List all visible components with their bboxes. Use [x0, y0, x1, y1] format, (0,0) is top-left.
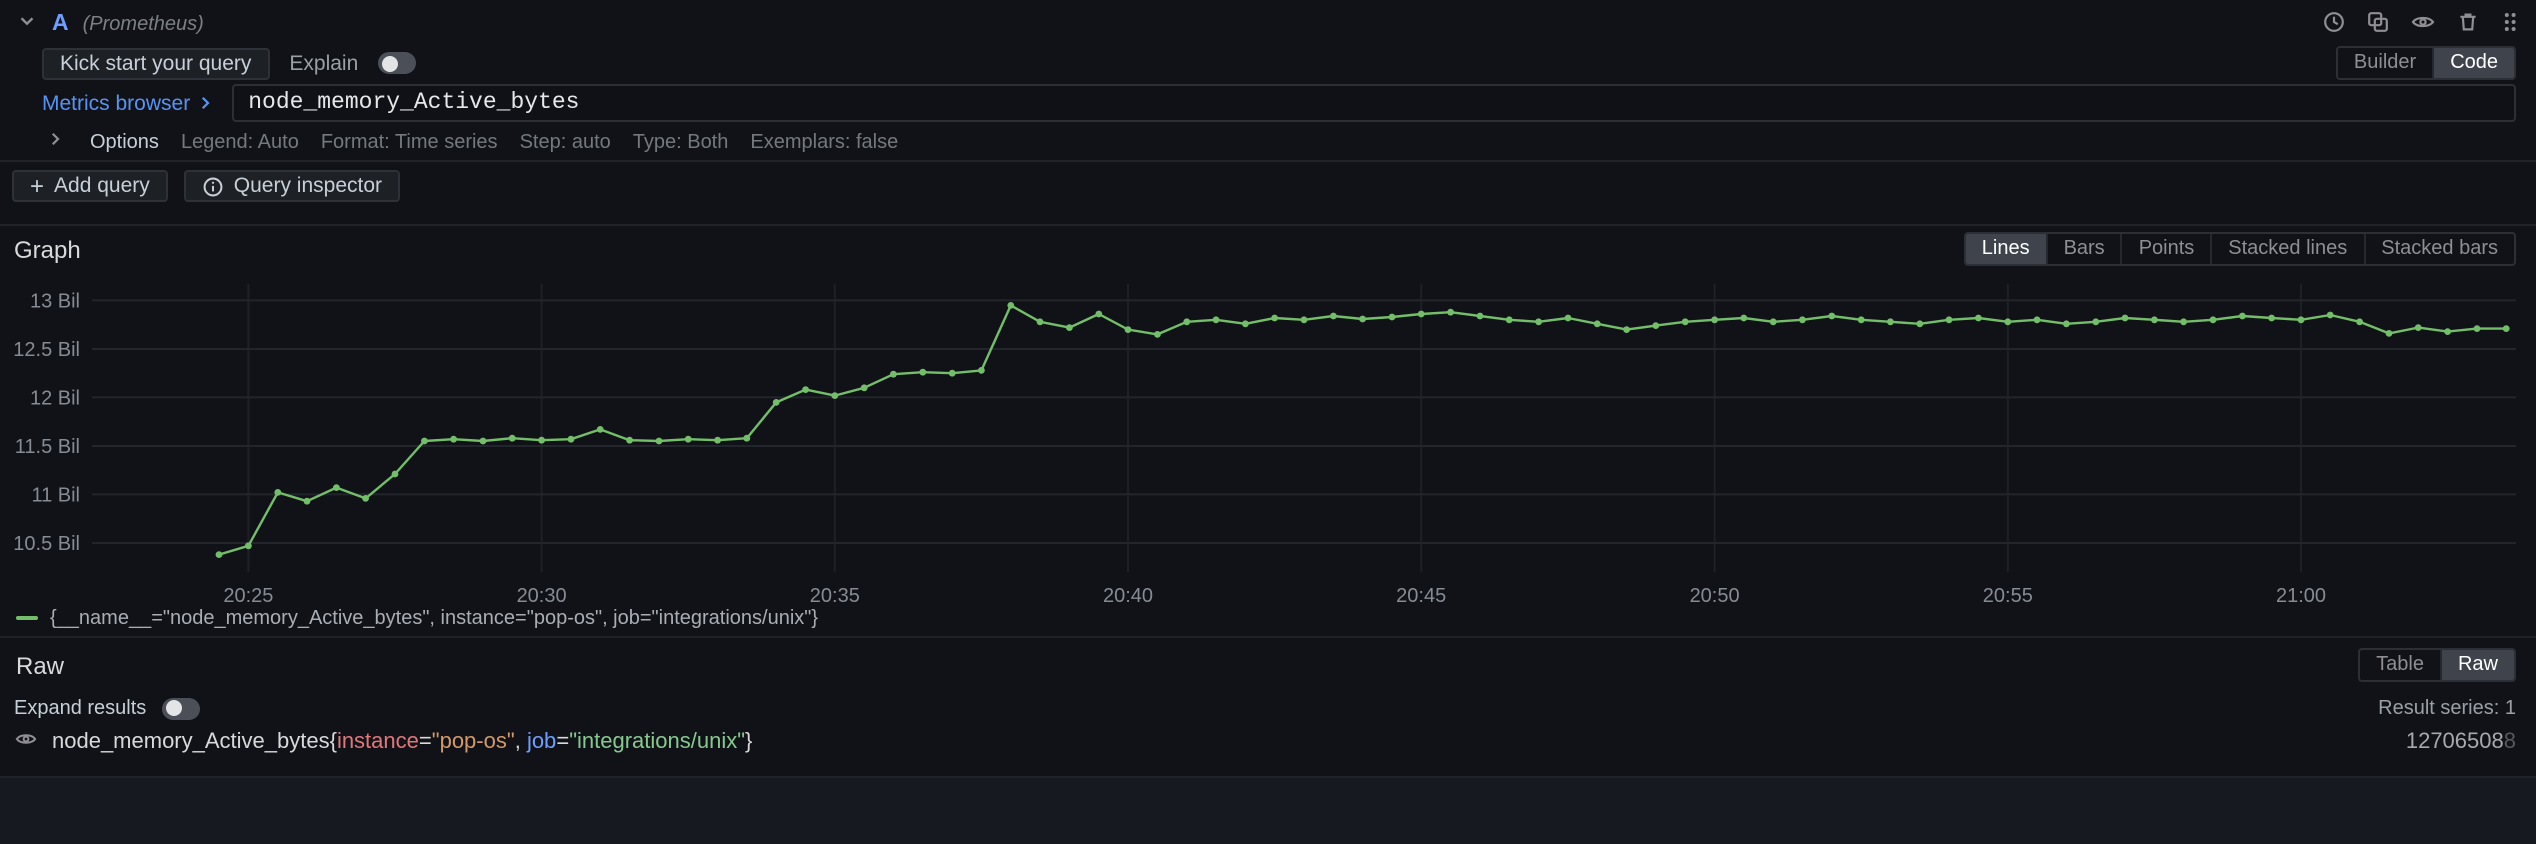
- raw-panel-header: Raw Table Raw: [16, 648, 2516, 682]
- query-toolbar: Kick start your query Explain Builder Co…: [42, 46, 2516, 80]
- mode-lines[interactable]: Lines: [1965, 234, 2046, 264]
- option-step: Step: auto: [519, 131, 611, 153]
- tab-table[interactable]: Table: [2376, 654, 2424, 676]
- copy-icon[interactable]: [2366, 9, 2390, 39]
- timeseries-chart[interactable]: 20:25 20:30 20:35 20:40 20:45 20:50 20:55 21:00…: [8, 268, 2528, 612]
- svg-text:20:50: 20:50: [1690, 585, 1740, 607]
- raw-view-switch: Table Raw: [2358, 648, 2516, 682]
- svg-text:11 Bil: 11 Bil: [31, 484, 80, 506]
- svg-text:10.5 Bil: 10.5 Bil: [13, 533, 80, 555]
- svg-text:12.5 Bil: 12.5 Bil: [13, 339, 80, 361]
- graph-panel-header: Graph Lines Bars Points Stacked lines St…: [14, 232, 2516, 266]
- divider: [0, 224, 2536, 226]
- option-format: Format: Time series: [320, 131, 498, 153]
- tab-raw[interactable]: Raw: [2439, 650, 2514, 680]
- query-field-row: Metrics browser node_memory_Active_bytes: [42, 84, 2516, 122]
- mode-stacked-lines[interactable]: Stacked lines: [2210, 234, 2363, 264]
- options-label[interactable]: Options: [90, 131, 159, 153]
- chevron-right-icon[interactable]: [46, 130, 64, 154]
- graph-title: Graph: [14, 235, 81, 263]
- actions-row: + Add query Query inspector: [12, 170, 401, 202]
- series-color-mark: [16, 616, 38, 620]
- drag-handle-icon[interactable]: [2500, 9, 2520, 39]
- svg-text:20:25: 20:25: [223, 585, 273, 607]
- editor-mode-switch: Builder Code: [2335, 46, 2516, 80]
- trash-icon[interactable]: [2456, 9, 2480, 39]
- query-inspector-label: Query inspector: [233, 174, 383, 198]
- info-icon: [203, 176, 223, 196]
- svg-text:20:30: 20:30: [517, 585, 567, 607]
- builder-mode-button[interactable]: Builder: [2353, 52, 2417, 74]
- query-datasource-label: (Prometheus): [82, 13, 204, 35]
- svg-text:20:55: 20:55: [1983, 585, 2033, 607]
- svg-text:11.5 Bil: 11.5 Bil: [15, 436, 80, 458]
- code-mode-button[interactable]: Code: [2432, 48, 2514, 78]
- chart-legend[interactable]: {__name__="node_memory_Active_bytes", in…: [16, 606, 818, 630]
- metrics-browser-link[interactable]: Metrics browser: [42, 91, 214, 115]
- query-options-row[interactable]: Options Legend: Auto Format: Time series…: [46, 130, 2516, 154]
- svg-text:20:45: 20:45: [1396, 585, 1446, 607]
- query-code-input[interactable]: node_memory_Active_bytes: [232, 84, 2516, 122]
- raw-title: Raw: [16, 651, 65, 679]
- expand-results-row: Expand results Result series: 1: [14, 696, 2516, 720]
- option-type: Type: Both: [632, 131, 729, 153]
- plus-icon: +: [30, 172, 45, 200]
- query-inspector-button[interactable]: Query inspector: [183, 170, 401, 202]
- result-value: 127065088: [2405, 729, 2516, 753]
- add-query-label: Add query: [54, 174, 150, 198]
- svg-text:13 Bil: 13 Bil: [30, 290, 80, 312]
- chevron-down-icon[interactable]: [16, 10, 38, 38]
- query-ref-id[interactable]: A: [52, 12, 69, 36]
- option-legend: Legend: Auto: [180, 131, 299, 153]
- eye-icon[interactable]: [2410, 9, 2436, 39]
- result-row: node_memory_Active_bytes{instance="pop-o…: [14, 726, 2516, 756]
- option-exemplars: Exemplars: false: [750, 131, 899, 153]
- mode-points[interactable]: Points: [2120, 234, 2211, 264]
- svg-text:12 Bil: 12 Bil: [30, 387, 80, 409]
- eye-icon[interactable]: [14, 727, 38, 755]
- mode-stacked-bars[interactable]: Stacked bars: [2363, 234, 2514, 264]
- metrics-browser-label: Metrics browser: [42, 91, 191, 115]
- graph-mode-switch: Lines Bars Points Stacked lines Stacked …: [1963, 232, 2516, 266]
- query-row-actions: [2322, 9, 2520, 39]
- mode-bars[interactable]: Bars: [2045, 234, 2121, 264]
- result-series-count: Result series: 1: [2378, 697, 2516, 719]
- history-icon[interactable]: [2322, 9, 2346, 39]
- svg-text:20:35: 20:35: [810, 585, 860, 607]
- series-legend-label[interactable]: {__name__="node_memory_Active_bytes", in…: [50, 607, 819, 629]
- kickstart-query-button[interactable]: Kick start your query: [42, 47, 270, 79]
- divider: [0, 636, 2536, 638]
- divider: [0, 160, 2536, 162]
- expand-results-toggle[interactable]: [162, 697, 201, 719]
- bottom-band: [0, 776, 2536, 844]
- svg-text:21:00: 21:00: [2276, 585, 2326, 607]
- explain-toggle[interactable]: [378, 52, 417, 74]
- query-row-header: A (Prometheus): [16, 4, 2520, 44]
- chevron-right-icon: [202, 96, 210, 110]
- explain-label: Explain: [289, 51, 359, 75]
- svg-text:20:40: 20:40: [1103, 585, 1153, 607]
- result-expression: node_memory_Active_bytes{instance="pop-o…: [52, 729, 753, 753]
- expand-results-label: Expand results: [14, 697, 147, 719]
- add-query-button[interactable]: + Add query: [12, 170, 168, 202]
